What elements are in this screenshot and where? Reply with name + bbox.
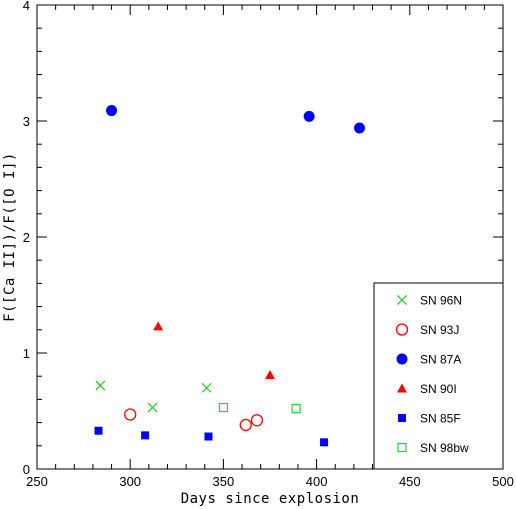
axis-ticks [36,4,504,470]
data-point [124,408,137,421]
legend-item: SN 87A [396,353,461,367]
data-point [153,321,164,331]
data-point [94,426,103,435]
cross-stroke [147,402,158,413]
data-point [320,438,329,447]
data-point [106,105,118,117]
data-point [398,414,406,422]
cross-stroke [201,382,212,393]
data-points [94,105,365,447]
data-point [397,295,407,305]
data-point [291,404,301,414]
data-point [397,442,407,453]
legend-label: SN 85F [420,412,461,426]
legend-label: SN 96N [420,294,462,308]
data-point [218,402,228,413]
legend-item: SN 90I [397,382,457,396]
y-tick-label: 3 [23,114,30,129]
x-tick-label: 450 [399,474,421,489]
data-point [204,432,213,441]
data-point [395,323,409,336]
data-point [353,122,365,134]
x-tick-label: 500 [492,474,514,489]
cross-stroke [95,380,106,391]
x-tick-label: 400 [306,474,328,489]
y-axis-title: F([Ca II])/F([O I]) [2,152,18,322]
x-tick-label: 250 [26,474,48,489]
legend-item: SN 96N [397,294,462,308]
legend-label: SN 98bw [420,441,469,455]
legend: SN 96N SN 93J SN 87A SN 90I SN 85F SN 98bw [373,282,504,470]
data-point [95,380,106,391]
legend-item: SN 93J [395,323,459,337]
x-tick-label: 350 [213,474,235,489]
data-point [201,382,212,393]
x-tick-label: 300 [119,474,141,489]
data-point [239,418,252,432]
y-tick-label: 1 [23,346,30,361]
legend-label: SN 87A [420,353,461,367]
legend-item: SN 98bw [397,441,469,455]
x-axis-title: Days since explosion [181,491,360,507]
legend-item: SN 85F [398,412,461,426]
y-tick-label: 4 [23,0,30,13]
data-point [396,353,408,365]
y-tick-label: 2 [23,230,30,245]
data-point [141,431,150,440]
data-point [303,110,315,122]
data-point [397,383,407,393]
cross-stroke [397,295,407,305]
data-point [147,402,158,413]
y-tick-label: 0 [23,462,30,477]
legend-label: SN 90I [420,382,457,396]
axis-tick-labels: 250 300 350 400 450 500 0 1 2 3 4 [23,0,514,489]
legend-box [373,282,504,470]
legend-label: SN 93J [420,323,459,337]
data-point [250,414,264,427]
data-point [265,370,275,380]
